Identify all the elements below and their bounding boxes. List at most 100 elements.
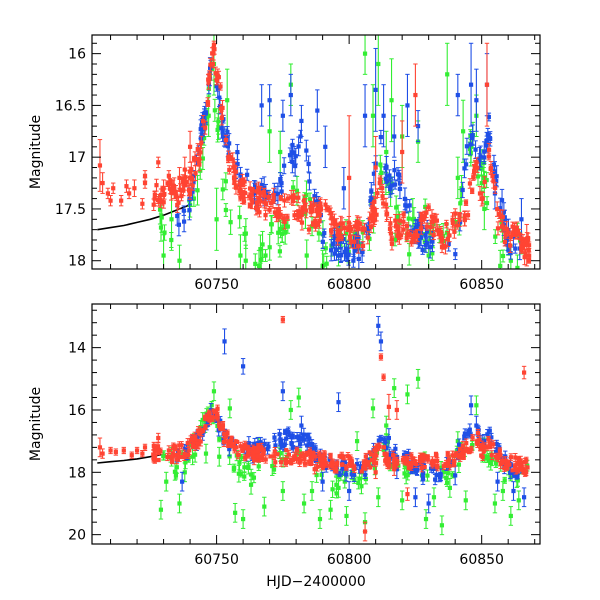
data-point xyxy=(181,185,186,197)
data-point xyxy=(370,84,376,148)
x-tick-label: 60800 xyxy=(327,552,372,568)
data-point xyxy=(487,133,493,144)
data-point xyxy=(329,228,334,235)
data-point xyxy=(410,235,416,243)
data-point xyxy=(261,187,267,197)
data-point xyxy=(261,447,266,455)
data-point xyxy=(492,493,498,514)
data-point xyxy=(192,431,198,442)
data-point xyxy=(430,456,435,466)
data-point xyxy=(248,474,254,495)
data-point xyxy=(452,455,457,466)
data-point xyxy=(445,42,450,106)
data-point xyxy=(461,453,466,460)
data-point xyxy=(299,415,304,436)
x-tick-label: 60850 xyxy=(459,277,504,293)
data-point xyxy=(236,464,242,483)
data-point xyxy=(285,213,290,221)
data-point xyxy=(367,211,372,226)
data-point xyxy=(191,155,197,163)
data-point xyxy=(363,452,369,461)
plot-area xyxy=(97,35,532,269)
data-point xyxy=(292,210,297,220)
data-point xyxy=(301,200,306,215)
data-point xyxy=(203,426,208,431)
y-axis-title: Magnitude xyxy=(28,387,44,461)
data-point xyxy=(214,187,219,251)
data-point xyxy=(415,368,421,389)
data-point xyxy=(158,195,163,208)
data-point xyxy=(374,450,379,461)
data-point xyxy=(291,189,296,203)
data-point xyxy=(521,365,527,380)
data-point xyxy=(384,174,390,188)
data-point xyxy=(422,464,427,470)
data-point xyxy=(317,204,322,215)
data-point xyxy=(425,469,430,482)
data-point xyxy=(480,453,485,461)
data-point xyxy=(374,208,379,222)
data-point xyxy=(355,238,361,254)
data-point xyxy=(268,215,274,234)
data-point xyxy=(202,414,208,421)
data-point xyxy=(97,139,103,192)
data-point xyxy=(181,205,187,216)
data-point xyxy=(223,172,229,191)
data-point xyxy=(413,459,419,469)
data-point xyxy=(113,448,119,456)
data-point xyxy=(336,392,341,413)
data-point xyxy=(457,211,462,219)
data-point xyxy=(222,328,227,355)
data-point xyxy=(439,515,445,536)
data-point xyxy=(124,179,129,193)
data-point xyxy=(214,414,220,419)
data-point xyxy=(413,487,418,508)
data-point xyxy=(396,169,402,180)
data-point xyxy=(187,200,192,221)
data-point xyxy=(463,199,469,206)
data-point xyxy=(376,315,381,336)
data-point xyxy=(460,440,466,451)
data-point xyxy=(249,194,254,205)
data-series xyxy=(174,315,527,514)
data-point xyxy=(399,120,405,184)
data-point xyxy=(210,59,216,69)
data-point xyxy=(263,198,269,210)
data-point xyxy=(477,186,483,201)
data-point xyxy=(233,180,239,195)
data-point xyxy=(211,381,217,402)
data-point xyxy=(447,478,453,498)
y-tick-label: 16.5 xyxy=(55,98,86,114)
data-point xyxy=(346,115,352,241)
data-point xyxy=(278,130,283,174)
data-point xyxy=(173,447,178,452)
data-point xyxy=(518,233,523,244)
data-point xyxy=(317,509,323,529)
data-point xyxy=(215,404,220,413)
data-point xyxy=(454,221,460,230)
data-point xyxy=(296,192,301,204)
data-point xyxy=(438,468,443,482)
data-point xyxy=(332,246,337,262)
data-point xyxy=(177,244,182,269)
data-point xyxy=(341,167,347,210)
data-point xyxy=(307,172,312,191)
data-point xyxy=(311,197,316,214)
data-point xyxy=(354,431,360,451)
data-point xyxy=(212,43,217,55)
data-point xyxy=(232,502,238,523)
data-point xyxy=(296,136,301,157)
data-point xyxy=(140,449,145,458)
data-point xyxy=(256,249,262,269)
data-point xyxy=(453,248,458,261)
x-tick-label: 60750 xyxy=(194,277,239,293)
data-point xyxy=(453,208,458,219)
data-point xyxy=(302,433,307,446)
data-point xyxy=(469,187,475,195)
data-point xyxy=(373,47,378,132)
data-point xyxy=(205,97,210,107)
data-point xyxy=(373,135,378,200)
data-point xyxy=(337,453,342,459)
data-point xyxy=(134,446,140,455)
data-point xyxy=(227,165,232,175)
